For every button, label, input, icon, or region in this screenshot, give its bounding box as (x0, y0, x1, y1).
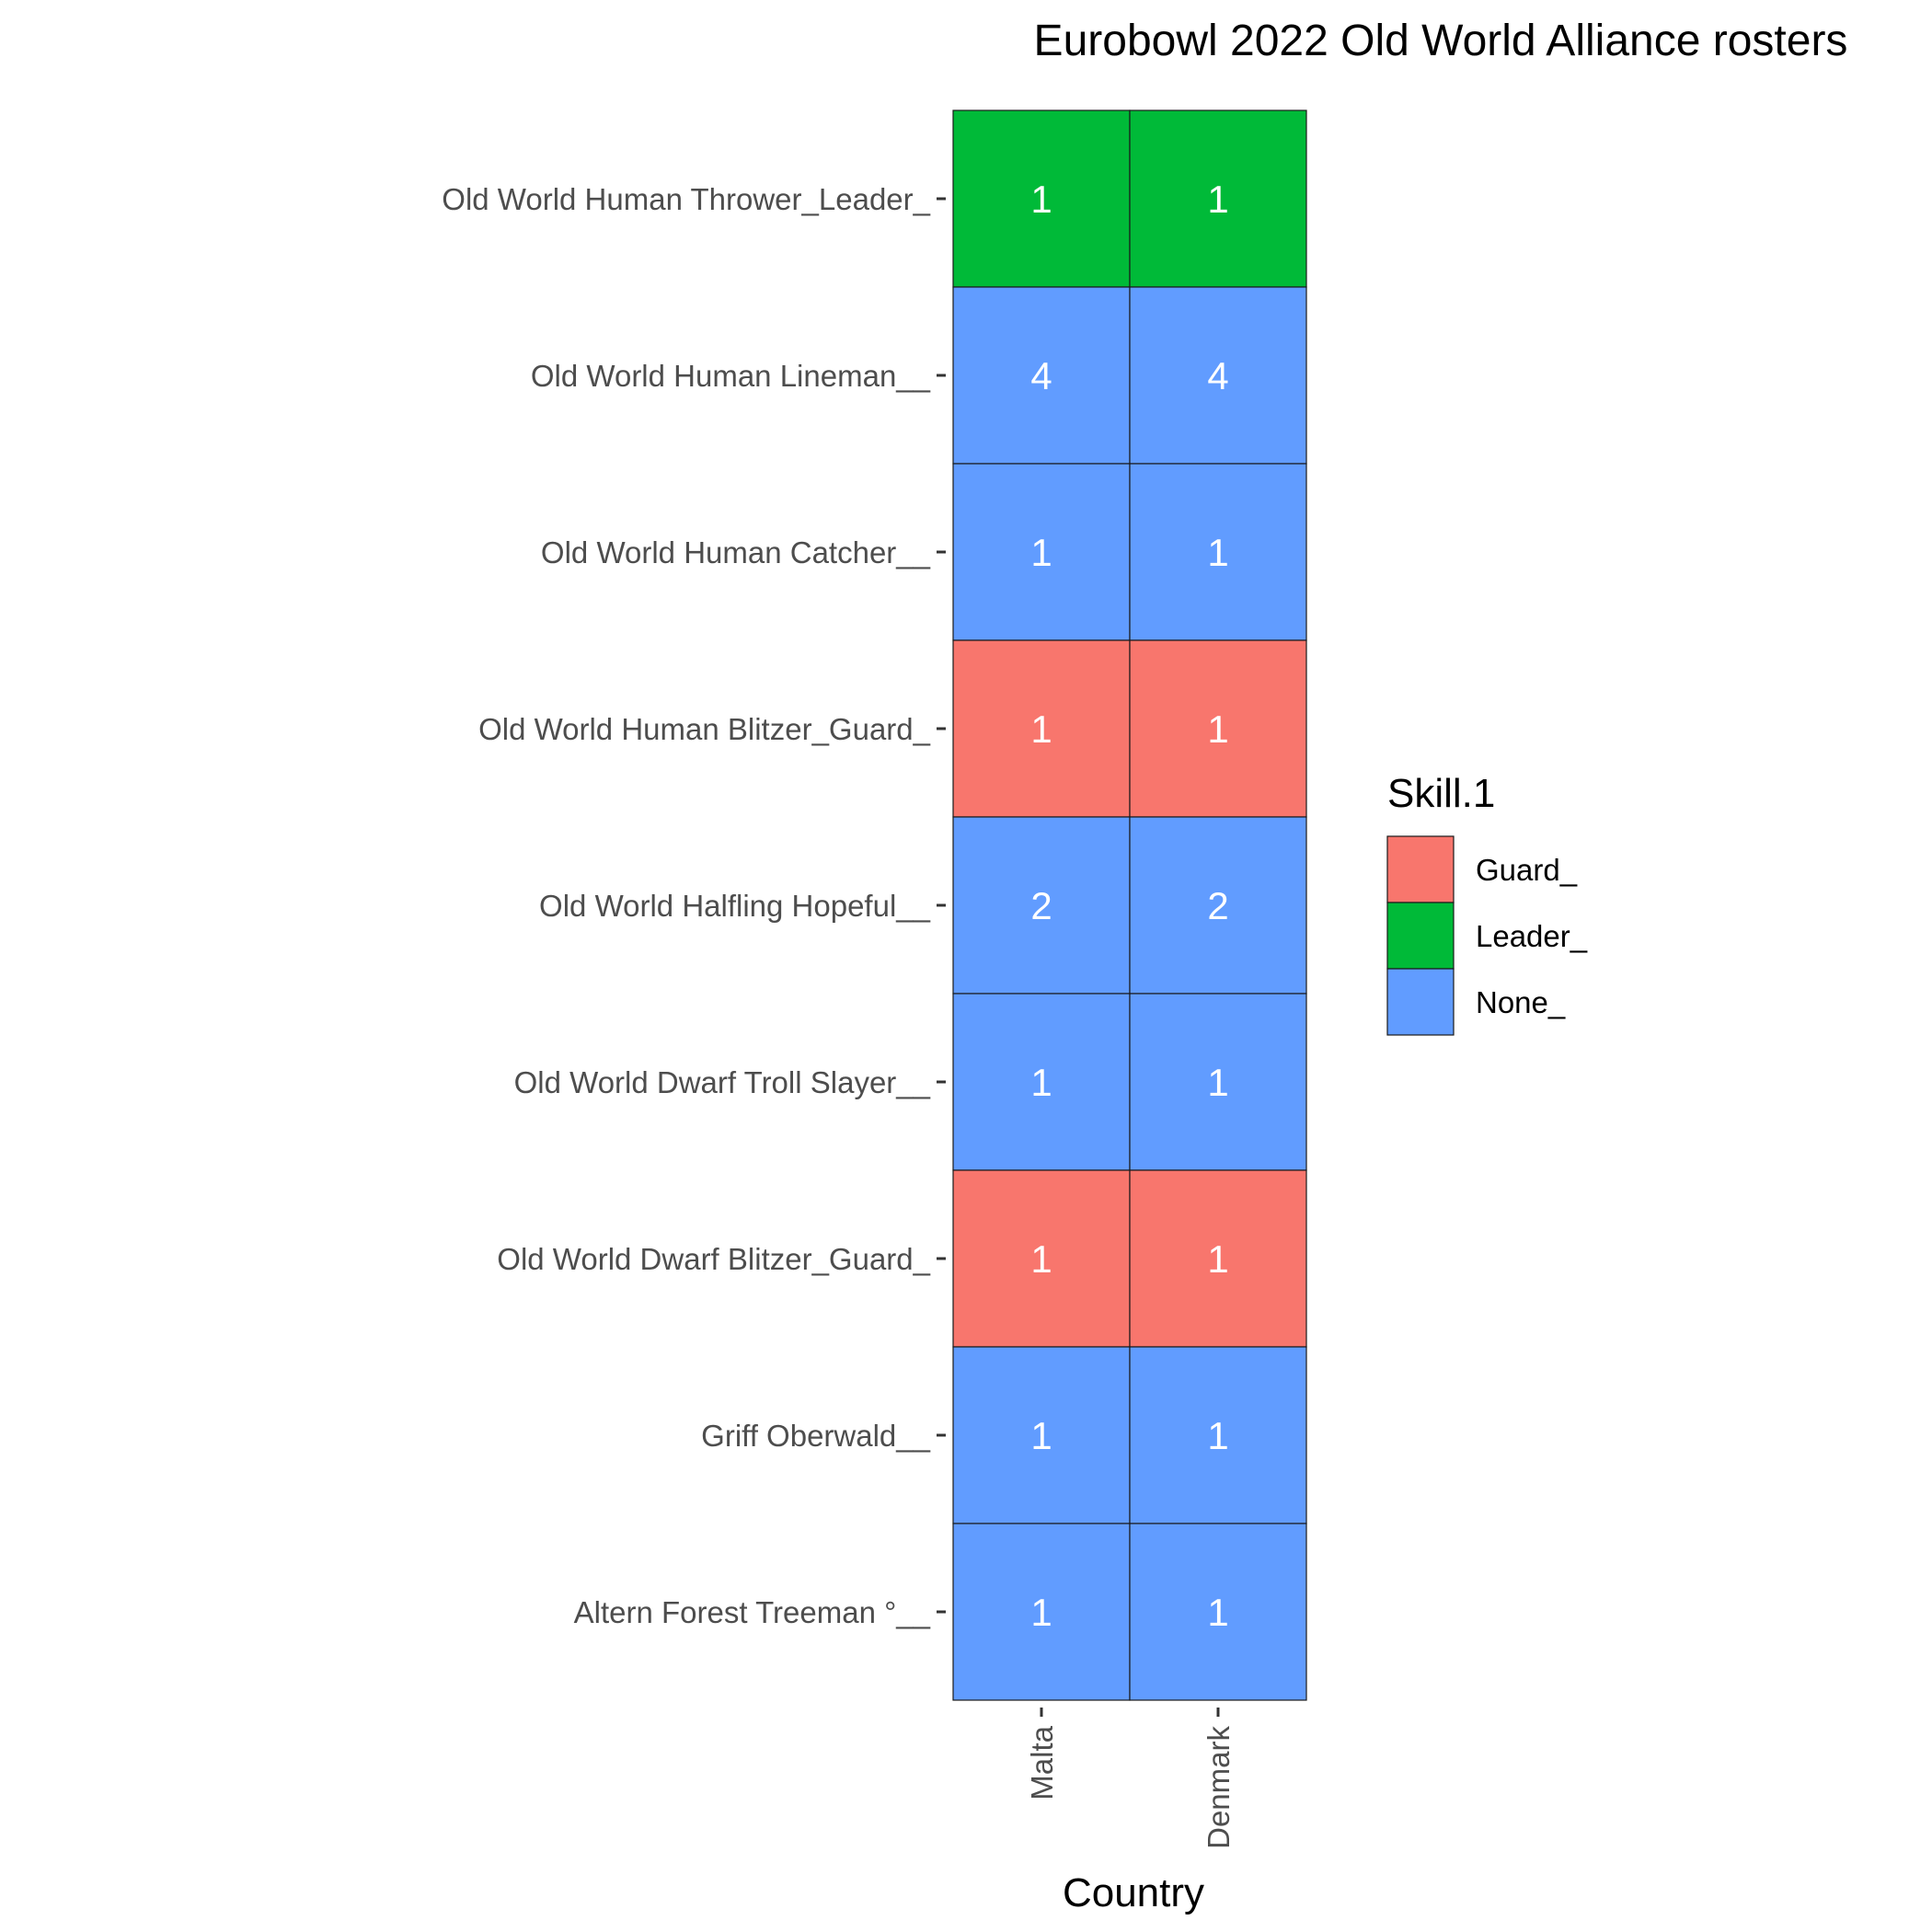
cell-value-label: 1 (1030, 1591, 1052, 1634)
heatmap-cell (1129, 286, 1307, 465)
legend-label: Leader_ (1476, 919, 1588, 953)
cell-value-label: 1 (1030, 707, 1052, 751)
cell-value-label: 1 (1207, 1414, 1228, 1457)
heatmap-cell (952, 109, 1131, 288)
x-axis-labels: Malta Denmark (1025, 1708, 1236, 1849)
legend-key-leader (1386, 902, 1455, 970)
legend-key-guard (1386, 835, 1455, 903)
cell-value-label: 1 (1030, 178, 1052, 221)
x-tick-label: Malta (1025, 1725, 1059, 1800)
heatmap-cell (1129, 816, 1307, 995)
legend-label: Guard_ (1476, 853, 1578, 887)
cell-value-label: 2 (1207, 884, 1228, 927)
heatmap-cell (952, 639, 1131, 818)
legend-label: None_ (1476, 985, 1566, 1019)
heatmap-cell (1129, 993, 1307, 1171)
legend-key-none (1386, 968, 1455, 1036)
y-tick-label: Old World Dwarf Blitzer_Guard_ (497, 1242, 930, 1276)
heatmap-cell (1129, 463, 1307, 641)
y-tick-label: Altern Forest Treeman °__ (574, 1595, 931, 1629)
heatmap-cells: 1 1 4 4 1 1 1 1 2 2 1 1 1 1 1 1 1 1 (952, 109, 1307, 1701)
heatmap-cell (1129, 1169, 1307, 1348)
cell-value-label: 1 (1207, 178, 1228, 221)
heatmap-cell (952, 463, 1131, 641)
y-tick-label: Griff Oberwald__ (701, 1419, 930, 1453)
y-tick-label: Old World Human Catcher__ (541, 535, 931, 569)
legend: Skill.1 Guard_ Leader_ None_ (1386, 771, 1588, 1036)
y-axis-labels: Old World Human Thrower_Leader_ Old World… (442, 182, 946, 1629)
cell-value-label: 1 (1207, 531, 1228, 574)
cell-value-label: 1 (1207, 707, 1228, 751)
x-axis-title: Country (1063, 1870, 1204, 1915)
heatmap-cell (952, 286, 1131, 465)
cell-value-label: 4 (1030, 354, 1052, 397)
legend-title: Skill.1 (1387, 771, 1495, 816)
heatmap-cell (952, 1523, 1131, 1701)
heatmap-cell (952, 1169, 1131, 1348)
cell-value-label: 1 (1030, 1237, 1052, 1281)
cell-value-label: 1 (1207, 1591, 1228, 1634)
cell-value-label: 2 (1030, 884, 1052, 927)
cell-value-label: 1 (1030, 531, 1052, 574)
y-tick-label: Old World Human Lineman__ (531, 359, 931, 393)
y-tick-label: Old World Halfling Hopeful__ (539, 889, 931, 923)
heatmap-cell (1129, 1523, 1307, 1701)
cell-value-label: 4 (1207, 354, 1228, 397)
cell-value-label: 1 (1207, 1237, 1228, 1281)
y-tick-label: Old World Dwarf Troll Slayer__ (514, 1065, 931, 1099)
cell-value-label: 1 (1030, 1414, 1052, 1457)
chart-title: Eurobowl 2022 Old World Alliance rosters (1034, 17, 1848, 65)
heatmap-cell (1129, 639, 1307, 818)
y-tick-label: Old World Human Thrower_Leader_ (442, 182, 930, 216)
cell-value-label: 1 (1207, 1061, 1228, 1104)
x-tick-label: Denmark (1202, 1726, 1236, 1849)
heatmap-cell (1129, 1346, 1307, 1524)
heatmap-cell (1129, 109, 1307, 288)
heatmap-cell (952, 1346, 1131, 1524)
cell-value-label: 1 (1030, 1061, 1052, 1104)
y-tick-label: Old World Human Blitzer_Guard_ (478, 712, 931, 746)
